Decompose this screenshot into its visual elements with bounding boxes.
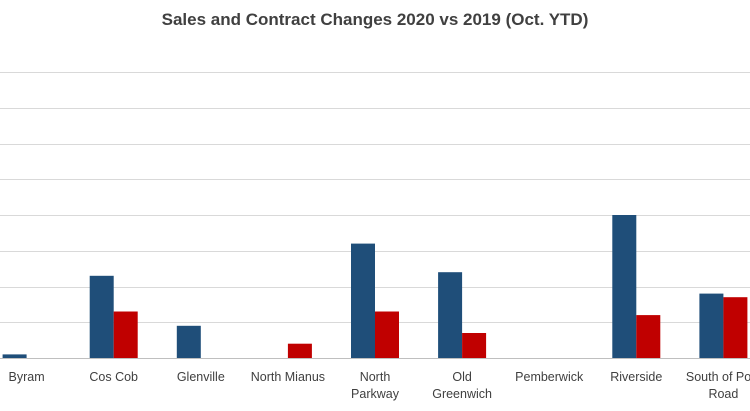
bar-series-2-south-of-post-road [723,297,748,358]
x-tick-label: North [360,370,391,384]
bar-series-1-cos-cob [89,275,114,358]
x-tick-label: Riverside [610,370,662,384]
category-labels: Byram Cos Cob Glenville North Mianus North Pa… [9,370,750,401]
x-tick-label: Glenville [177,370,225,384]
bar-series-2-riverside [636,315,661,358]
bar-series-2-north-mianus [287,343,312,358]
chart-title: Sales and Contract Changes 2020 vs 2019 … [161,10,589,29]
bar-series-1-south-of-post-road [699,293,724,358]
bar-series-1-glenville [176,325,201,358]
x-tick-label: Byram [9,370,45,384]
bar-series-1-riverside [612,215,637,358]
x-tick-label: Road [708,387,738,401]
x-tick-label: Greenwich [432,387,492,401]
x-tick-label: Old [452,370,472,384]
bar-series-2-cos-cob [113,311,138,358]
bars [2,215,748,358]
bar-series-1-north-parkway [351,243,375,358]
bar-series-1-byram [2,354,27,358]
x-tick-label: Cos Cob [89,370,138,384]
bar-series-1-old-greenwich [438,272,463,358]
x-tick-label: Pemberwick [515,370,584,384]
bar-series-2-north-parkway [375,311,399,358]
x-tick-label: Parkway [351,387,400,401]
bar-series-2-old-greenwich [462,333,487,358]
x-tick-label: South of Post [686,370,750,384]
x-tick-label: North Mianus [251,370,325,384]
